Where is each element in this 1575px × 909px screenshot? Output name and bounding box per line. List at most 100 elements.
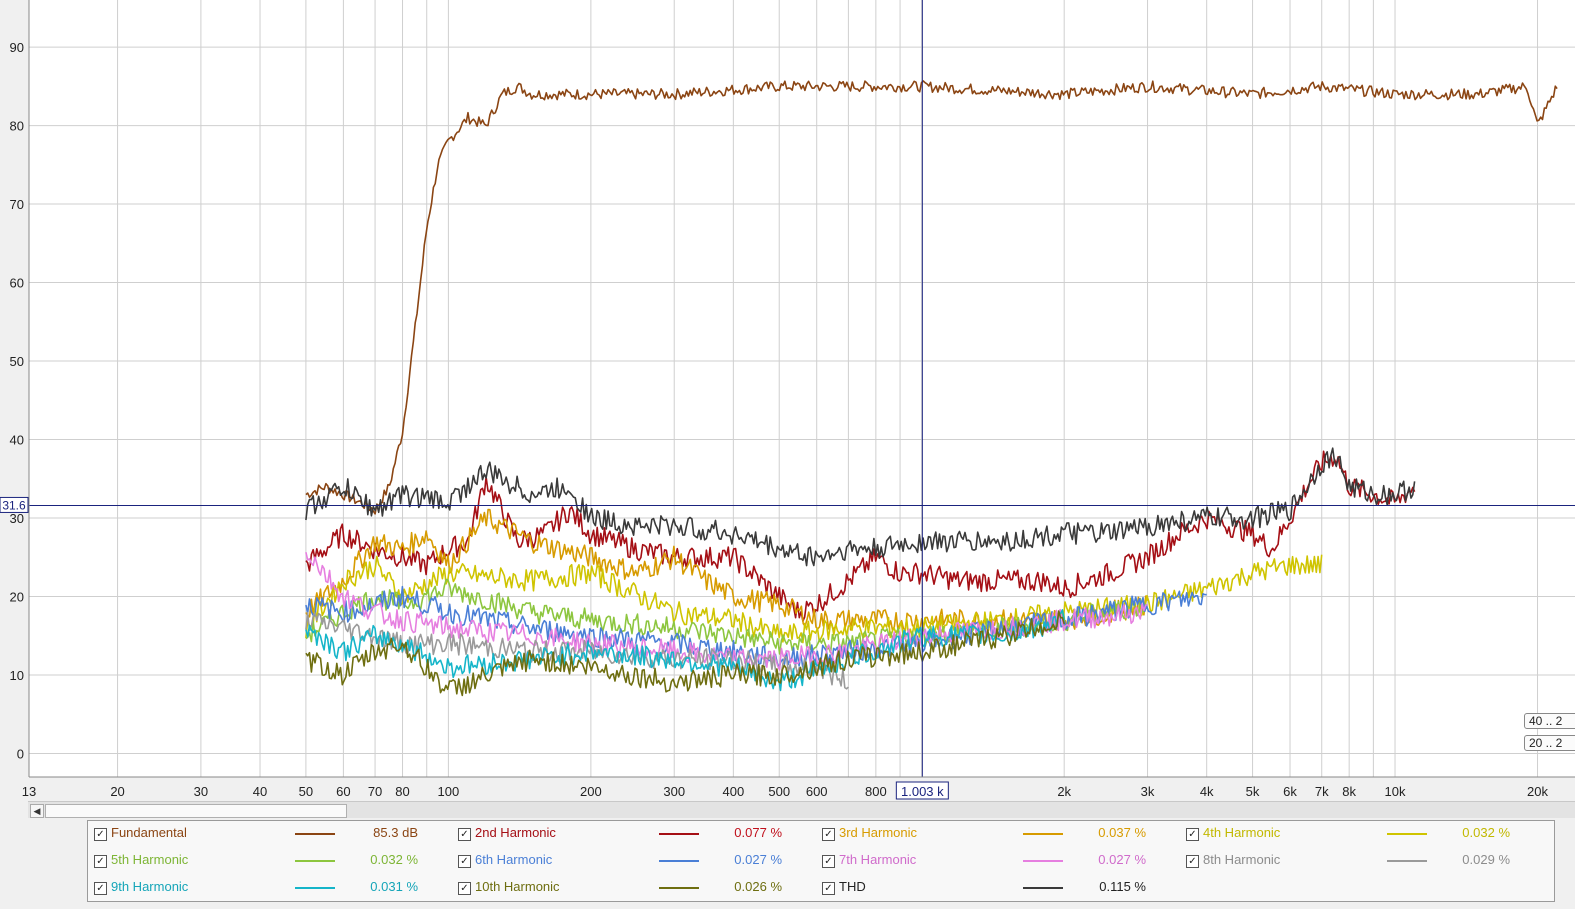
legend-series-value: 85.3 dB bbox=[373, 825, 418, 840]
legend-series-name: 6th Harmonic bbox=[475, 852, 553, 867]
legend-checkbox[interactable]: ✓ bbox=[822, 882, 835, 895]
legend-series-name: 7th Harmonic bbox=[839, 852, 917, 867]
legend-item-thd: ✓ THD 0.115 % bbox=[822, 879, 1162, 899]
y-tick-labels: 0 10 20 30 40 50 60 70 80 90 bbox=[10, 40, 24, 761]
legend-checkbox[interactable]: ✓ bbox=[1186, 855, 1199, 868]
y-tick-label: 30 bbox=[10, 511, 24, 526]
legend-series-value: 0.077 % bbox=[734, 825, 782, 840]
legend-checkbox[interactable]: ✓ bbox=[1186, 828, 1199, 841]
legend-series-name: 9th Harmonic bbox=[111, 879, 189, 894]
x-tick-label: 500 bbox=[768, 784, 790, 799]
legend-series-value: 0.027 % bbox=[734, 852, 782, 867]
y-tick-label: 0 bbox=[17, 746, 24, 761]
legend-series-name: THD bbox=[839, 879, 866, 894]
x-tick-label: 7k bbox=[1315, 784, 1329, 799]
legend-line-swatch bbox=[295, 887, 335, 889]
scroll-thumb[interactable] bbox=[45, 804, 347, 818]
x-tick-label: 4k bbox=[1200, 784, 1214, 799]
distortion-chart[interactable]: 0 10 20 30 40 50 60 70 80 90 13 20 30 40 50 60 70 80 100 2… bbox=[0, 0, 1575, 805]
legend-series-value: 0.037 % bbox=[1098, 825, 1146, 840]
legend-series-name: Fundamental bbox=[111, 825, 187, 840]
y-tick-label: 10 bbox=[10, 668, 24, 683]
legend-series-value: 0.029 % bbox=[1462, 852, 1510, 867]
scroll-left-arrow-icon[interactable]: ◀ bbox=[30, 804, 44, 818]
legend-checkbox[interactable]: ✓ bbox=[94, 828, 107, 841]
legend-checkbox[interactable]: ✓ bbox=[458, 855, 471, 868]
legend-item-8th-harmonic: ✓ 8th Harmonic 0.029 % bbox=[1186, 852, 1526, 872]
x-tick-label: 13 bbox=[22, 784, 36, 799]
legend-series-value: 0.027 % bbox=[1098, 852, 1146, 867]
x-tick-label: 200 bbox=[580, 784, 602, 799]
legend-series-name: 8th Harmonic bbox=[1203, 852, 1281, 867]
y-tick-label: 20 bbox=[10, 589, 24, 604]
legend-item-3rd-harmonic: ✓ 3rd Harmonic 0.037 % bbox=[822, 825, 1162, 845]
legend-line-swatch bbox=[1387, 833, 1427, 835]
legend-series-name: 10th Harmonic bbox=[475, 879, 560, 894]
legend-checkbox[interactable]: ✓ bbox=[822, 855, 835, 868]
x-tick-label: 30 bbox=[194, 784, 208, 799]
series-layer bbox=[305, 80, 1558, 697]
cursor[interactable] bbox=[0, 0, 1575, 777]
legend-checkbox[interactable]: ✓ bbox=[94, 882, 107, 895]
legend-line-swatch bbox=[1023, 833, 1063, 835]
series-line-2nd-harmonic bbox=[305, 450, 1416, 623]
x-tick-label: 5k bbox=[1246, 784, 1260, 799]
legend-series-value: 0.031 % bbox=[370, 879, 418, 894]
legend-checkbox[interactable]: ✓ bbox=[458, 828, 471, 841]
legend-checkbox[interactable]: ✓ bbox=[822, 828, 835, 841]
legend-line-swatch bbox=[1023, 887, 1063, 889]
legend-series-name: 2nd Harmonic bbox=[475, 825, 556, 840]
y-tick-label: 50 bbox=[10, 354, 24, 369]
x-tick-label: 100 bbox=[438, 784, 460, 799]
legend-line-swatch bbox=[659, 860, 699, 862]
y-tick-label: 70 bbox=[10, 197, 24, 212]
x-tick-label: 8k bbox=[1342, 784, 1356, 799]
series-line-10th-harmonic bbox=[305, 610, 1065, 697]
x-tick-label: 3k bbox=[1141, 784, 1155, 799]
legend-line-swatch bbox=[1387, 860, 1427, 862]
legend-item-10th-harmonic: ✓ 10th Harmonic 0.026 % bbox=[458, 879, 798, 899]
series-line-fundamental bbox=[305, 80, 1558, 515]
y-tick-label: 60 bbox=[10, 276, 24, 291]
legend-series-value: 0.026 % bbox=[734, 879, 782, 894]
y-tick-label: 40 bbox=[10, 433, 24, 448]
x-tick-label: 20 bbox=[110, 784, 124, 799]
x-tick-label: 600 bbox=[806, 784, 828, 799]
x-tick-label: 20k bbox=[1527, 784, 1548, 799]
x-tick-labels: 13 20 30 40 50 60 70 80 100 200 300 400 500 600 800 2k 3… bbox=[22, 784, 1549, 799]
cursor-y-label-box bbox=[0, 496, 29, 513]
legend-line-swatch bbox=[659, 887, 699, 889]
legend-item-2nd-harmonic: ✓ 2nd Harmonic 0.077 % bbox=[458, 825, 798, 845]
legend-line-swatch bbox=[659, 833, 699, 835]
x-tick-label: 300 bbox=[663, 784, 685, 799]
series-line-5th-harmonic bbox=[305, 578, 1149, 655]
x-tick-label: 800 bbox=[865, 784, 887, 799]
legend-item-fundamental: ✓ Fundamental 85.3 dB bbox=[94, 825, 434, 845]
range-button-upper[interactable]: 40 .. 2 bbox=[1524, 713, 1575, 729]
legend-series-value: 0.032 % bbox=[370, 852, 418, 867]
legend-item-7th-harmonic: ✓ 7th Harmonic 0.027 % bbox=[822, 852, 1162, 872]
series-line-thd bbox=[305, 447, 1416, 567]
legend-item-5th-harmonic: ✓ 5th Harmonic 0.032 % bbox=[94, 852, 434, 872]
legend-item-9th-harmonic: ✓ 9th Harmonic 0.031 % bbox=[94, 879, 434, 899]
legend-item-6th-harmonic: ✓ 6th Harmonic 0.027 % bbox=[458, 852, 798, 872]
x-tick-label: 50 bbox=[299, 784, 313, 799]
cursor-labels: 31.6 1.003 k bbox=[0, 496, 949, 800]
legend-checkbox[interactable]: ✓ bbox=[94, 855, 107, 868]
range-button-lower[interactable]: 20 .. 2 bbox=[1524, 735, 1575, 751]
y-tick-label: 80 bbox=[10, 119, 24, 134]
legend-line-swatch bbox=[295, 860, 335, 862]
x-tick-label: 60 bbox=[336, 784, 350, 799]
legend-checkbox[interactable]: ✓ bbox=[458, 882, 471, 895]
legend-series-name: 4th Harmonic bbox=[1203, 825, 1281, 840]
x-tick-label: 400 bbox=[723, 784, 745, 799]
x-tick-label: 2k bbox=[1057, 784, 1071, 799]
legend-line-swatch bbox=[1023, 860, 1063, 862]
horizontal-scrollbar[interactable]: ◀ bbox=[28, 801, 1575, 818]
legend: ✓ Fundamental 85.3 dB ✓ 2nd Harmonic 0.077 % ✓… bbox=[87, 820, 1555, 902]
x-tick-label: 80 bbox=[395, 784, 409, 799]
cursor-x-label-box bbox=[895, 781, 949, 800]
legend-series-value: 0.115 % bbox=[1099, 879, 1146, 894]
x-tick-label: 40 bbox=[253, 784, 267, 799]
legend-item-4th-harmonic: ✓ 4th Harmonic 0.032 % bbox=[1186, 825, 1526, 845]
